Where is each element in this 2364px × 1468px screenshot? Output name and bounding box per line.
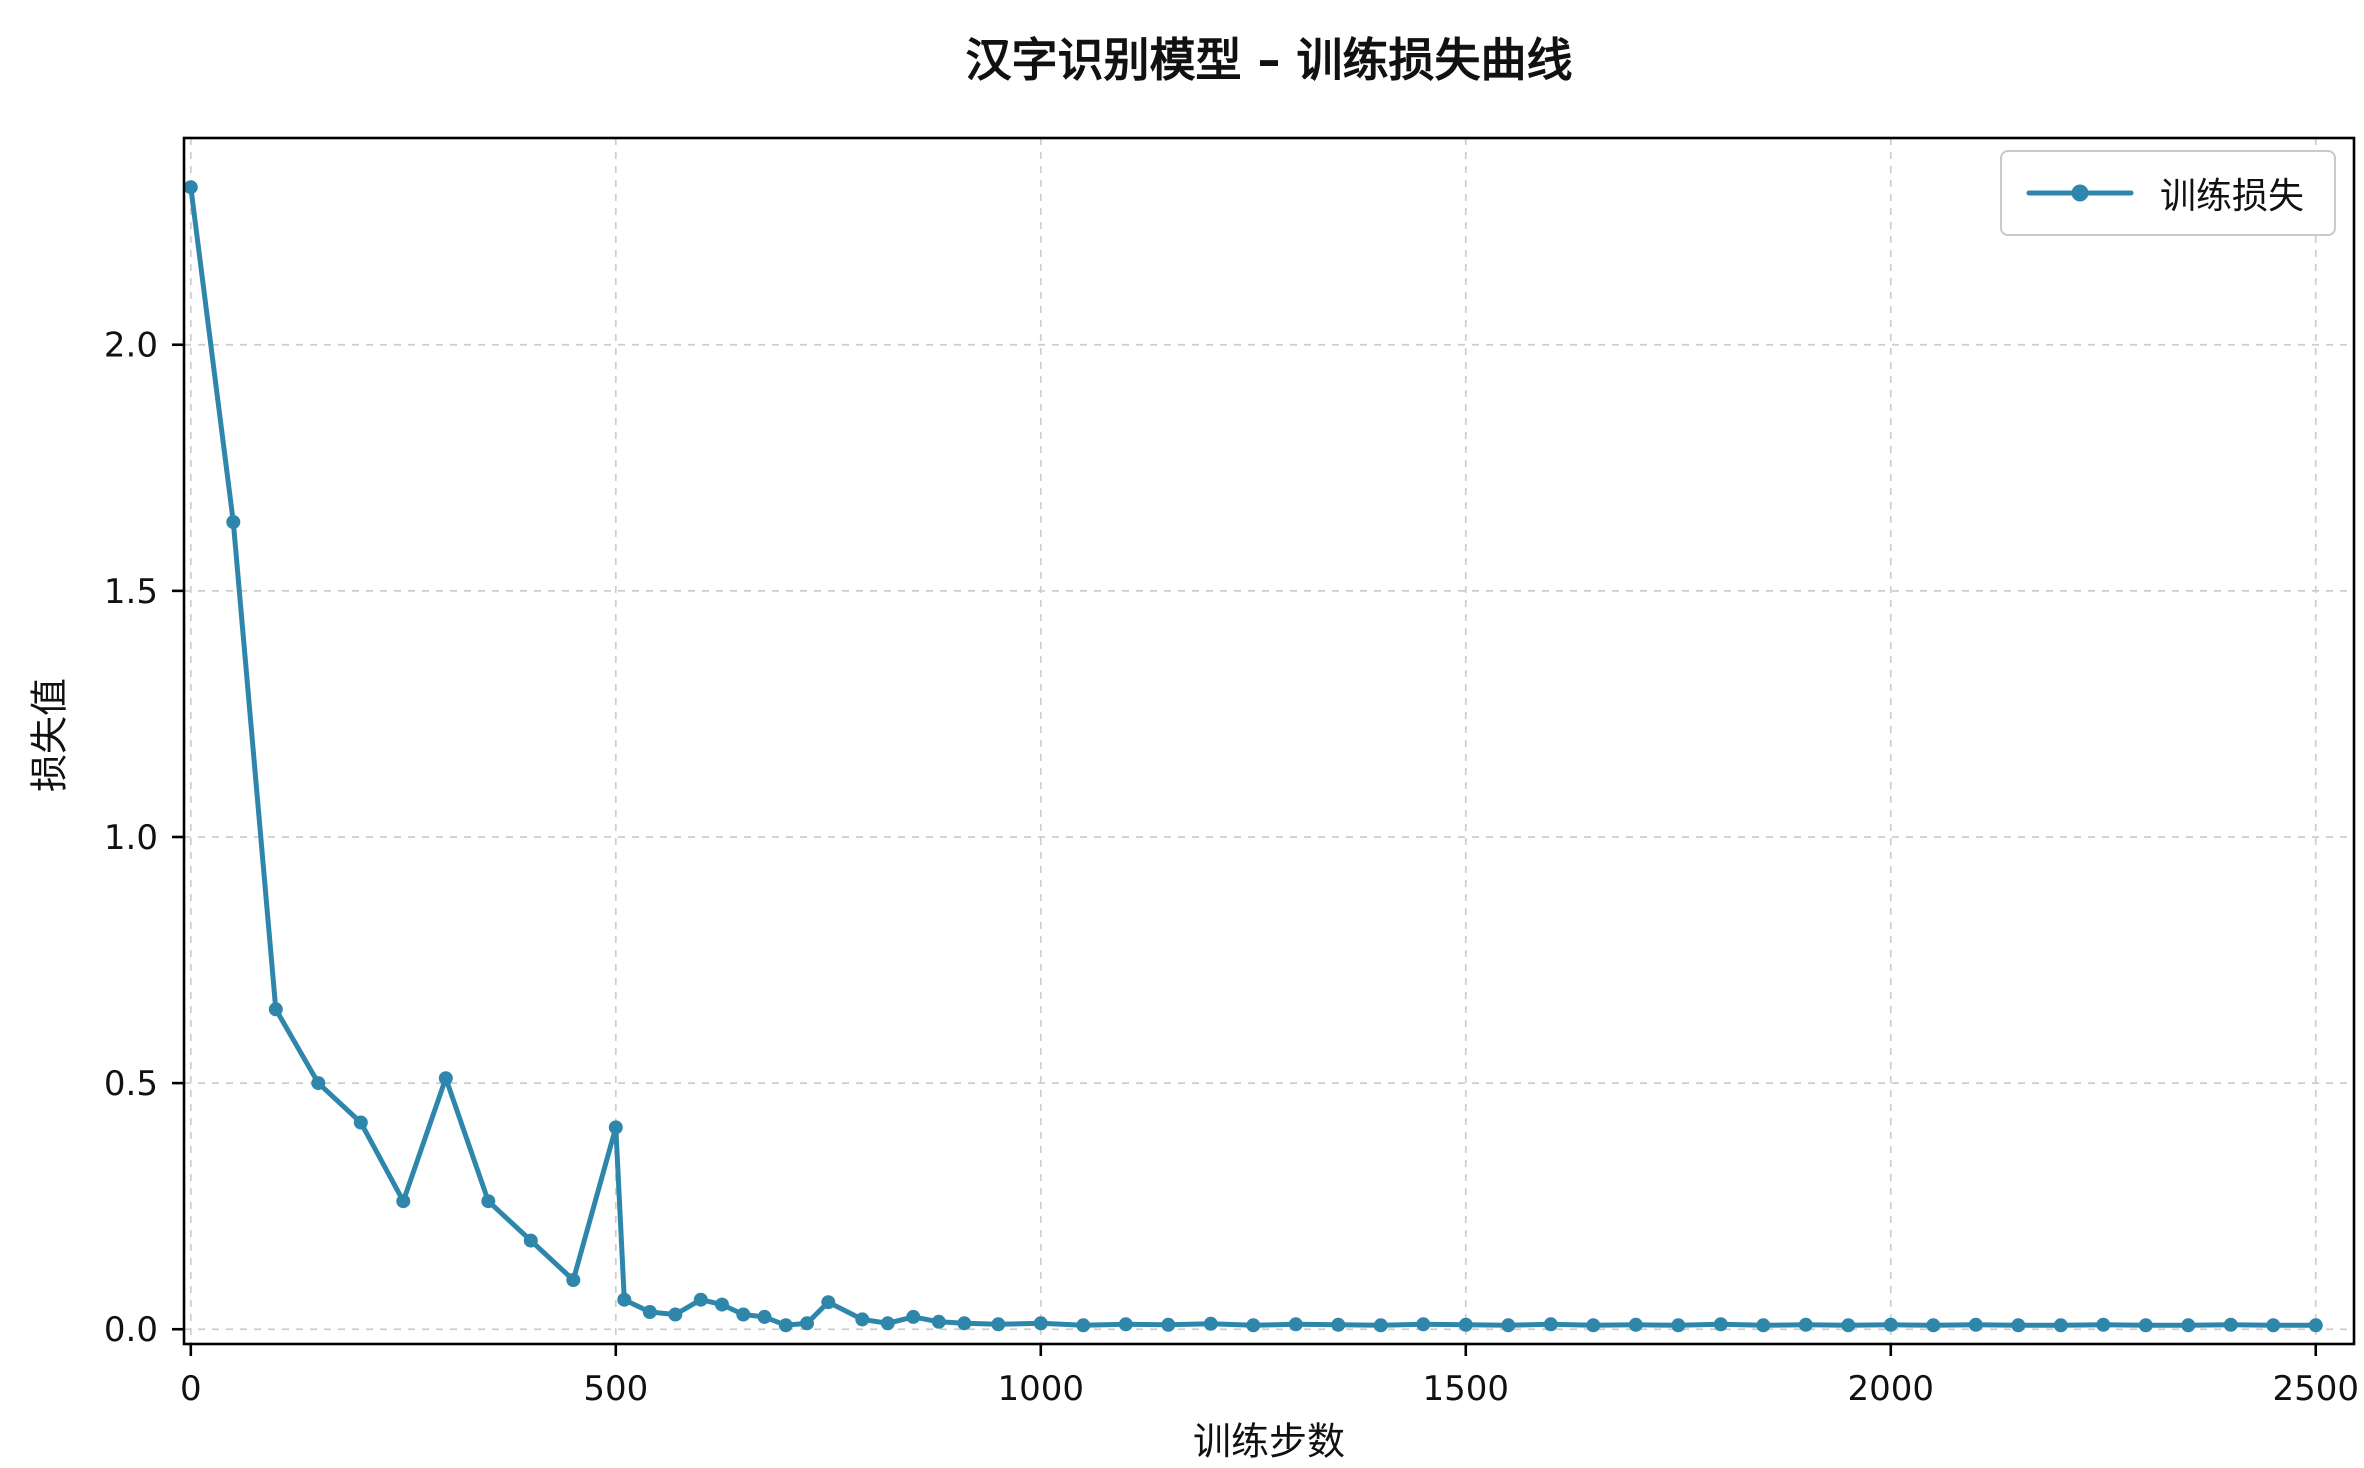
data-point-marker	[668, 1307, 683, 1322]
data-point-marker	[2181, 1318, 2196, 1333]
data-point-marker	[1798, 1317, 1813, 1332]
data-point-marker	[2096, 1317, 2111, 1332]
y-tick-label: 1.0	[104, 818, 158, 858]
data-point-marker	[736, 1307, 751, 1322]
legend-line-sample-icon	[2026, 184, 2134, 202]
data-point-marker	[1968, 1317, 1983, 1332]
data-point-marker	[1628, 1317, 1643, 1332]
data-point-marker	[1203, 1316, 1218, 1331]
data-point-marker	[1883, 1317, 1898, 1332]
data-point-marker	[1331, 1317, 1346, 1332]
y-tick-label: 0.5	[104, 1064, 158, 1104]
data-point-marker	[1841, 1318, 1856, 1333]
data-point-marker	[481, 1194, 496, 1209]
data-point-marker	[880, 1316, 895, 1331]
data-point-marker	[2223, 1317, 2238, 1332]
data-point-marker	[1586, 1318, 1601, 1333]
data-point-marker	[1671, 1318, 1686, 1333]
data-point-marker	[800, 1316, 814, 1331]
y-tick-label: 2.0	[104, 326, 158, 366]
data-point-marker	[1416, 1317, 1431, 1332]
data-point-marker	[957, 1316, 972, 1331]
data-point-marker	[991, 1317, 1006, 1332]
x-axis-label: 训练步数	[1192, 1419, 1346, 1464]
y-tick-label: 1.5	[104, 572, 158, 612]
data-point-marker	[2266, 1318, 2281, 1333]
data-point-marker	[906, 1309, 921, 1324]
legend-marker-icon	[2071, 184, 2089, 202]
data-point-marker	[1926, 1318, 1941, 1333]
data-point-marker	[226, 515, 241, 529]
data-point-marker	[311, 1076, 326, 1091]
x-tick-label: 2000	[1847, 1369, 1934, 1409]
data-point-marker	[1246, 1318, 1261, 1333]
data-point-marker	[1288, 1317, 1303, 1332]
data-point-marker	[642, 1305, 657, 1319]
data-point-marker	[693, 1292, 708, 1307]
data-point-marker	[1076, 1318, 1091, 1333]
data-point-marker	[268, 1002, 283, 1017]
data-point-marker	[1543, 1317, 1558, 1332]
legend-label: 训练损失	[2159, 176, 2304, 217]
x-tick-label: 1500	[1423, 1369, 1510, 1409]
data-point-marker	[1501, 1318, 1516, 1333]
x-tick-label: 500	[583, 1369, 648, 1409]
data-point-marker	[1756, 1318, 1771, 1333]
data-point-marker	[931, 1314, 946, 1329]
data-point-marker	[608, 1120, 623, 1135]
data-point-marker	[566, 1273, 581, 1287]
data-point-marker	[2053, 1318, 2068, 1333]
data-point-marker	[617, 1292, 632, 1307]
data-point-marker	[183, 180, 198, 195]
data-point-marker	[1161, 1317, 1176, 1332]
data-point-marker	[353, 1115, 368, 1130]
y-tick-label: 0.0	[104, 1310, 158, 1350]
data-point-marker	[821, 1295, 836, 1310]
x-tick-label: 1000	[998, 1369, 1085, 1409]
legend: 训练损失	[1999, 150, 2336, 236]
chart-title: 汉字识别模型 – 训练损失曲线	[965, 33, 1573, 87]
data-point-marker	[855, 1312, 870, 1327]
data-point-marker	[1373, 1318, 1388, 1333]
data-point-marker	[2308, 1318, 2323, 1333]
training-loss-line	[188, 184, 2319, 1328]
data-point-marker	[1458, 1317, 1473, 1332]
data-point-marker	[1713, 1317, 1728, 1332]
data-point-marker	[1118, 1317, 1133, 1332]
data-point-marker	[523, 1233, 538, 1248]
x-tick-label: 0	[180, 1369, 202, 1409]
x-tick-label: 2500	[2272, 1369, 2359, 1409]
data-point-marker	[778, 1318, 793, 1333]
data-point-marker	[1033, 1316, 1048, 1331]
data-point-marker	[2011, 1318, 2026, 1333]
plot-border	[182, 136, 2356, 1346]
data-point-marker	[2138, 1318, 2153, 1333]
data-point-marker	[757, 1309, 772, 1324]
data-point-marker	[715, 1297, 729, 1312]
data-point-marker	[396, 1194, 411, 1209]
data-point-marker	[438, 1071, 453, 1086]
